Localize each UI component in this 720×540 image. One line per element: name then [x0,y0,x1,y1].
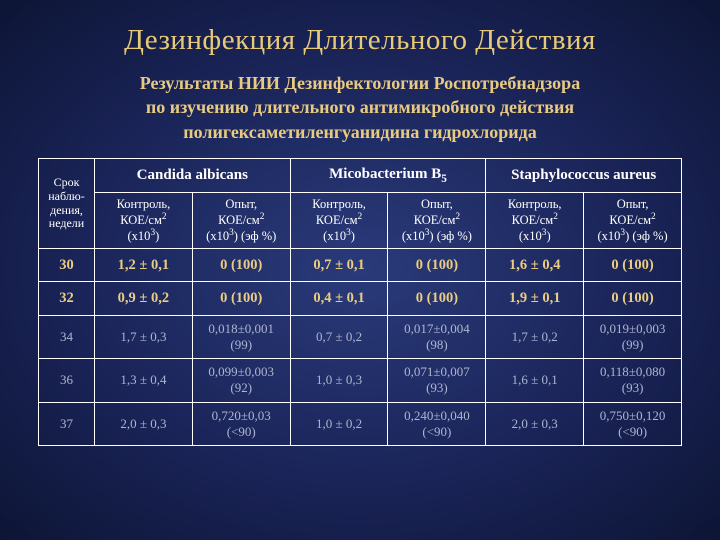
cell-c3: 1,7 ± 0,2 [486,315,584,359]
cell-e2: 0 (100) [388,282,486,315]
subtitle-line-3: полигексаметиленгуанидина гидрохлорида [183,122,536,142]
subtitle-line-1: Результаты НИИ Дезинфектологии Роспотреб… [140,73,580,93]
cell-c1: 1,3 ± 0,4 [95,359,193,403]
data-row-37: 37 2,0 ± 0,3 0,720±0,03 (<90) 1,0 ± 0,2 … [39,402,682,446]
cell-week: 30 [39,249,95,282]
data-row-30: 30 1,2 ± 0,1 0 (100) 0,7 ± 0,1 0 (100) 1… [39,249,682,282]
sub-control-2: Контроль, КОЕ/см2 (х103) [290,192,388,248]
results-table: Срок наблю- дения, недели Candida albica… [38,158,682,446]
row-header-l2: наблю- [48,189,85,203]
cell-c3: 2,0 ± 0,3 [486,402,584,446]
group-staphylococcus: Staphylococcus aureus [486,158,682,192]
cell-e2: 0 (100) [388,249,486,282]
sub-control-3: Контроль, КОЕ/см2 (х103) [486,192,584,248]
cell-c3: 1,9 ± 0,1 [486,282,584,315]
slide: Дезинфекция Длительного Действия Результ… [0,0,720,540]
row-header-week: Срок наблю- дения, недели [39,158,95,248]
cell-c2: 0,7 ± 0,1 [290,249,388,282]
cell-e3: 0,750±0,120 (<90) [584,402,682,446]
cell-e1: 0 (100) [192,249,290,282]
sub-control-1: Контроль, КОЕ/см2 (х103) [95,192,193,248]
row-header-l4: недели [49,216,84,230]
cell-c2: 0,7 ± 0,2 [290,315,388,359]
cell-c3: 1,6 ± 0,4 [486,249,584,282]
header-row-sub: Контроль, КОЕ/см2 (х103) Опыт, КОЕ/см2 (… [39,192,682,248]
data-row-34: 34 1,7 ± 0,3 0,018±0,001 (99) 0,7 ± 0,2 … [39,315,682,359]
cell-c1: 0,9 ± 0,2 [95,282,193,315]
row-header-l3: дения, [50,203,83,217]
cell-c2: 1,0 ± 0,3 [290,359,388,403]
sub-exp-2: Опыт, КОЕ/см2 (х103) (эф %) [388,192,486,248]
data-row-32: 32 0,9 ± 0,2 0 (100) 0,4 ± 0,1 0 (100) 1… [39,282,682,315]
header-row-groups: Срок наблю- дения, недели Candida albica… [39,158,682,192]
cell-e1: 0,018±0,001 (99) [192,315,290,359]
cell-c1: 1,7 ± 0,3 [95,315,193,359]
cell-c2: 0,4 ± 0,1 [290,282,388,315]
cell-week: 32 [39,282,95,315]
cell-e2: 0,240±0,040 (<90) [388,402,486,446]
group-micobacterium: Micobacterium B5 [290,158,486,192]
cell-e1: 0 (100) [192,282,290,315]
cell-e2: 0,071±0,007 (93) [388,359,486,403]
sub-exp-1: Опыт, КОЕ/см2 (х103) (эф %) [192,192,290,248]
subtitle-line-2: по изучению длительного антимикробного д… [146,97,574,117]
cell-e3: 0,019±0,003 (99) [584,315,682,359]
slide-title: Дезинфекция Длительного Действия [38,24,682,57]
cell-week: 37 [39,402,95,446]
cell-e1: 0,720±0,03 (<90) [192,402,290,446]
cell-c3: 1,6 ± 0,1 [486,359,584,403]
row-header-l1: Срок [54,175,80,189]
cell-week: 36 [39,359,95,403]
slide-subtitle: Результаты НИИ Дезинфектологии Роспотреб… [38,71,682,144]
cell-c1: 2,0 ± 0,3 [95,402,193,446]
cell-e1: 0,099±0,003 (92) [192,359,290,403]
sub-exp-3: Опыт, КОЕ/см2 (х103) (эф %) [584,192,682,248]
cell-c2: 1,0 ± 0,2 [290,402,388,446]
cell-e3: 0 (100) [584,249,682,282]
group-candida: Candida albicans [95,158,291,192]
cell-e2: 0,017±0,004 (98) [388,315,486,359]
cell-e3: 0 (100) [584,282,682,315]
cell-week: 34 [39,315,95,359]
cell-e3: 0,118±0,080 (93) [584,359,682,403]
cell-c1: 1,2 ± 0,1 [95,249,193,282]
data-row-36: 36 1,3 ± 0,4 0,099±0,003 (92) 1,0 ± 0,3 … [39,359,682,403]
